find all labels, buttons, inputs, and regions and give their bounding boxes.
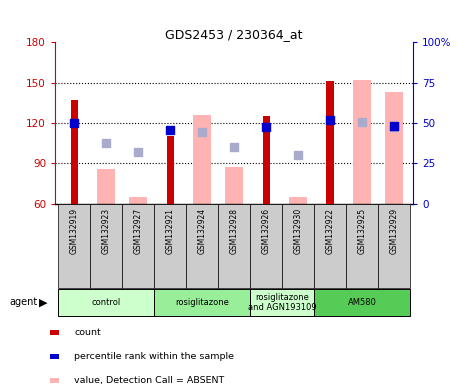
Point [134, 149, 142, 156]
Point [358, 118, 366, 124]
Bar [353, 80, 371, 204]
Point [326, 117, 334, 123]
Bar [58, 204, 90, 288]
Text: GSM132924: GSM132924 [198, 208, 207, 254]
Point [71, 120, 78, 126]
Title: GDS2453 / 230364_at: GDS2453 / 230364_at [165, 28, 303, 41]
Point [198, 129, 206, 136]
Bar [314, 204, 346, 288]
Bar [50, 378, 59, 383]
Bar [154, 204, 186, 288]
Bar [50, 330, 59, 335]
Bar [58, 289, 154, 316]
Text: count: count [74, 328, 101, 337]
Bar [250, 289, 314, 316]
Bar [289, 197, 307, 204]
Text: value, Detection Call = ABSENT: value, Detection Call = ABSENT [74, 376, 224, 384]
Bar [122, 204, 154, 288]
Text: GSM132922: GSM132922 [325, 208, 335, 254]
Bar [71, 100, 78, 204]
Bar [263, 116, 269, 204]
Bar [186, 204, 218, 288]
Bar [154, 289, 250, 316]
Bar [50, 354, 59, 359]
Point [294, 152, 302, 158]
Text: GSM132926: GSM132926 [262, 208, 270, 254]
Text: GSM132921: GSM132921 [166, 208, 175, 254]
Text: GSM132925: GSM132925 [358, 208, 366, 254]
Point [230, 144, 238, 150]
Bar [326, 81, 334, 204]
Text: AM580: AM580 [347, 298, 376, 307]
Bar [129, 197, 147, 204]
Bar [90, 204, 122, 288]
Text: control: control [92, 298, 121, 307]
Point [263, 124, 270, 130]
Text: ▶: ▶ [39, 297, 48, 308]
Bar [193, 115, 211, 204]
Point [102, 140, 110, 146]
Text: GSM132923: GSM132923 [102, 208, 111, 254]
Bar [282, 204, 314, 288]
Text: GSM132928: GSM132928 [230, 208, 239, 254]
Text: GSM132919: GSM132919 [70, 208, 79, 254]
Bar [250, 204, 282, 288]
Bar [218, 204, 250, 288]
Text: GSM132927: GSM132927 [134, 208, 143, 254]
Bar [167, 136, 174, 204]
Bar [314, 289, 410, 316]
Point [390, 122, 397, 129]
Point [390, 124, 397, 130]
Bar [225, 167, 243, 204]
Bar [346, 204, 378, 288]
Text: percentile rank within the sample: percentile rank within the sample [74, 352, 234, 361]
Text: rosiglitazone: rosiglitazone [175, 298, 229, 307]
Point [167, 127, 174, 133]
Bar [378, 204, 410, 288]
Bar [97, 169, 115, 204]
Text: agent: agent [9, 297, 38, 308]
Text: GSM132929: GSM132929 [389, 208, 398, 254]
Bar [385, 92, 403, 204]
Text: GSM132930: GSM132930 [293, 208, 302, 254]
Text: rosiglitazone
and AGN193109: rosiglitazone and AGN193109 [248, 293, 316, 312]
